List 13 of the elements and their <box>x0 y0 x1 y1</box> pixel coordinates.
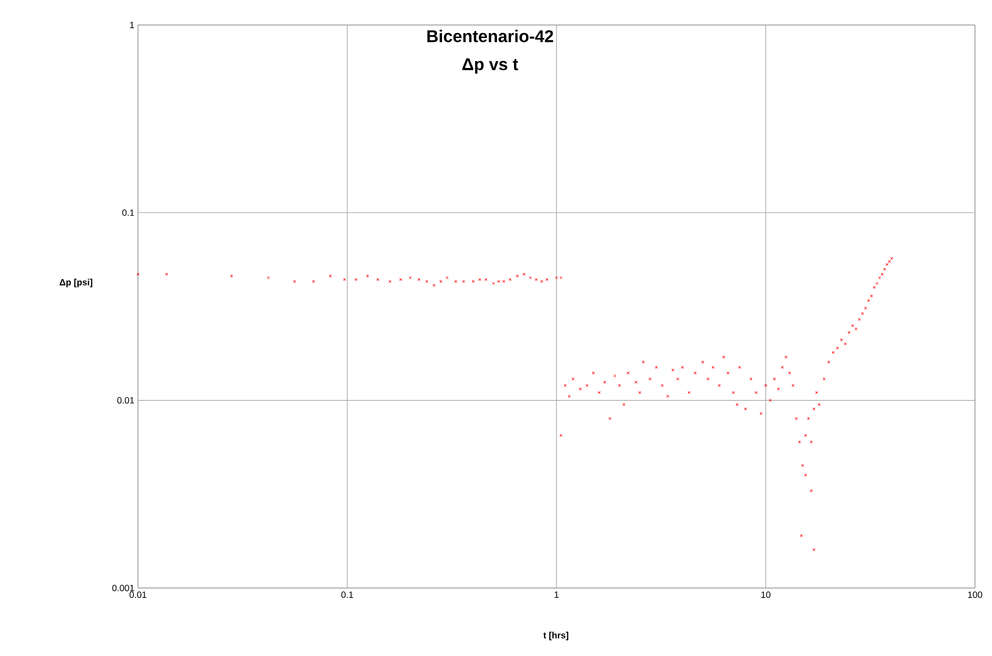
y-axis-title: Δp [psi] <box>60 278 92 288</box>
x-axis-title: t [hrs] <box>543 632 568 640</box>
x-tick-label: 0.1 <box>341 592 354 598</box>
x-tick-label: 0.01 <box>130 592 146 598</box>
x-tick-label: 10 <box>761 592 770 598</box>
y-tick-label: 0.001 <box>112 584 134 592</box>
x-tick-label: 100 <box>968 592 982 598</box>
y-tick-label: 0.1 <box>122 209 134 216</box>
x-tick-label: 1 <box>554 592 559 598</box>
chart-title: Bicentenario-42 <box>427 30 554 42</box>
y-tick-label: 0.01 <box>117 397 134 404</box>
y-tick-label: 1 <box>130 22 134 28</box>
text: Δp vs t <box>462 58 518 74</box>
